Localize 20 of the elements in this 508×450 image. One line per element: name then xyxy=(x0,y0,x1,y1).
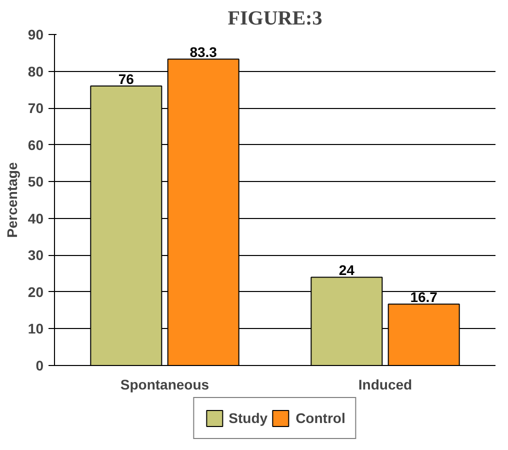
x-tick-label: Induced xyxy=(358,376,412,392)
y-tick-label: 70 xyxy=(28,100,44,116)
legend-label: Study xyxy=(228,410,268,426)
y-tick-label: 50 xyxy=(28,174,44,190)
y-tick-label: 60 xyxy=(28,136,44,153)
y-tick-label: 30 xyxy=(28,247,44,264)
y-tick-label: 40 xyxy=(28,210,44,226)
y-tick-label: 80 xyxy=(28,63,44,80)
data-label: 76 xyxy=(118,70,134,87)
y-tick-label: 0 xyxy=(36,358,44,374)
y-tick-label: 10 xyxy=(28,320,44,337)
y-axis-title: Percentage xyxy=(4,162,20,238)
data-label: 16.7 xyxy=(410,289,438,306)
y-tick-label: 90 xyxy=(28,26,44,42)
legend-label: Control xyxy=(296,410,346,426)
data-label: 83.3 xyxy=(190,44,218,60)
x-tick-label: Spontaneous xyxy=(120,376,210,392)
y-tick-label: 20 xyxy=(28,284,44,300)
data-label: 24 xyxy=(338,262,355,278)
chart-title: FIGURE:3 xyxy=(228,8,322,30)
